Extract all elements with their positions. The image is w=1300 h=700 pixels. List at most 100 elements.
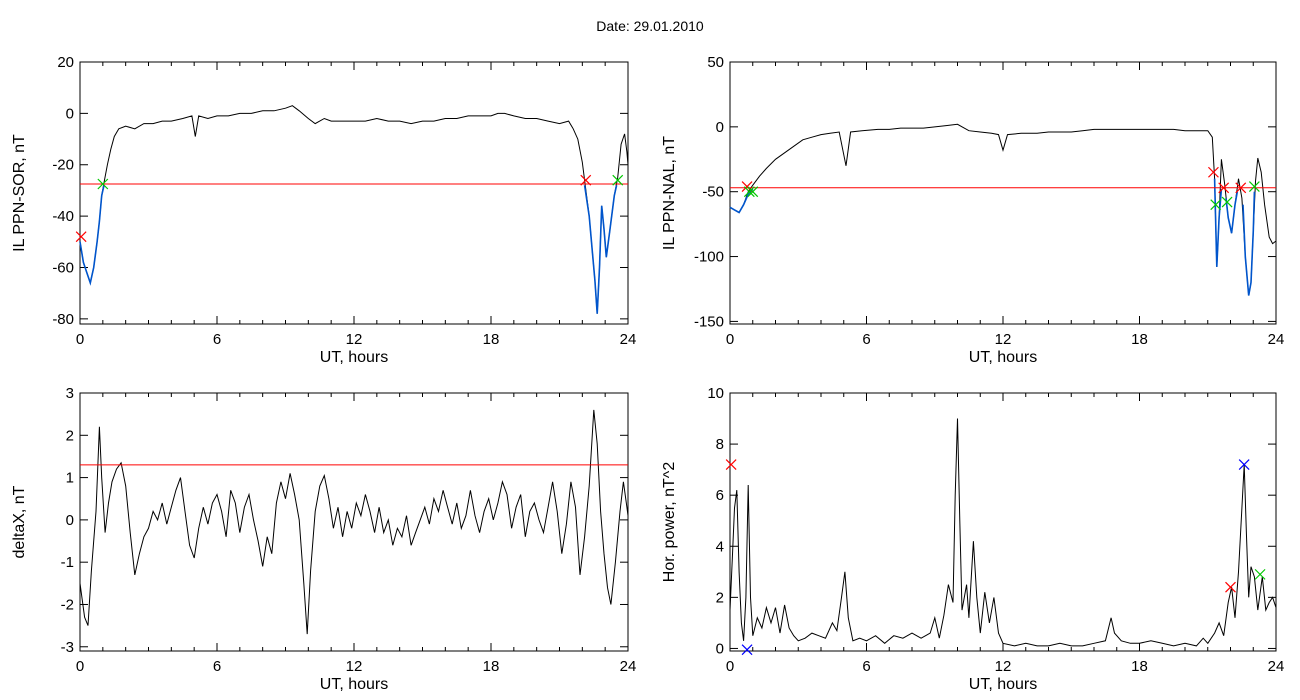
series-line [79, 409, 629, 635]
x-tick-label: 12 [346, 658, 363, 675]
x-marker-stroke [1218, 182, 1230, 194]
x-marker [725, 459, 737, 470]
x-marker-stroke [741, 181, 753, 192]
y-tick-label: 2 [66, 427, 74, 444]
panel-top-right: 0 6 12 18 24 50 0 -50 -100 -150 UT, hours IL PPN-NA… [661, 54, 1284, 366]
x-marker-stroke [580, 174, 592, 186]
x-tick-label: 12 [995, 331, 1012, 348]
figure-title: Date: 29.01.2010 [596, 18, 704, 34]
x-marker-stroke [1208, 166, 1219, 178]
x-tick-label: 18 [483, 331, 500, 348]
y-tick-label: 6 [716, 487, 724, 504]
y-tick-label: -40 [52, 208, 74, 225]
y-tick-label: -20 [52, 157, 74, 174]
panel-top-left: 0 6 12 18 24 20 0 -20 -40 -60 -80 UT, hours IL PPN-S… [11, 54, 636, 366]
y-tick-label: -1 [61, 554, 74, 571]
series-line [1213, 178, 1223, 267]
y-tick-label: 2 [716, 589, 724, 606]
y-axis-label: deltaX, nT [11, 485, 28, 558]
y-tick-label: 20 [57, 54, 74, 71]
x-marker [1235, 182, 1247, 194]
x-tick-label: 6 [213, 331, 221, 348]
series-line [79, 105, 629, 314]
plot-frame [729, 61, 1277, 325]
y-axis-label: Hor. power, nT^2 [661, 462, 678, 583]
x-tick-label: 6 [862, 658, 870, 675]
x-tick-label: 0 [76, 658, 84, 675]
y-axis-label: IL PPN-NAL, nT [661, 136, 678, 250]
x-marker [741, 644, 753, 656]
y-tick-label: 10 [707, 385, 724, 402]
x-marker-stroke [612, 174, 624, 186]
x-tick-label: 24 [1268, 658, 1285, 675]
y-tick-label: -60 [52, 259, 74, 276]
x-marker-stroke [1221, 196, 1233, 208]
x-marker-stroke [1254, 568, 1266, 580]
x-tick-label: 6 [862, 331, 870, 348]
y-tick-label: -2 [61, 596, 74, 613]
x-marker [743, 186, 755, 198]
x-tick-label: 24 [1268, 331, 1285, 348]
x-marker [1208, 166, 1219, 178]
y-tick-label: -150 [694, 313, 724, 330]
x-marker-stroke [1238, 459, 1250, 470]
y-tick-label: -3 [61, 639, 74, 656]
y-tick-label: -50 [702, 184, 724, 201]
x-marker-stroke [741, 644, 753, 656]
y-tick-label: 0 [716, 640, 724, 657]
x-marker [1238, 459, 1250, 470]
y-tick-label: 0 [716, 119, 724, 136]
x-marker-stroke [725, 459, 737, 470]
x-marker [1221, 196, 1233, 208]
x-tick-label: 0 [726, 658, 734, 675]
x-marker [1210, 199, 1222, 211]
y-tick-label: -80 [52, 311, 74, 328]
x-axis-label: UT, hours [969, 676, 1037, 693]
series-line [729, 188, 754, 214]
x-axis-label: UT, hours [320, 676, 388, 693]
series-line [1225, 191, 1239, 234]
x-tick-label: 6 [213, 658, 221, 675]
series-line [583, 185, 618, 314]
y-tick-label: 50 [707, 54, 724, 71]
y-tick-label: 4 [716, 538, 724, 555]
x-marker-stroke [1210, 199, 1222, 211]
x-axis-label: UT, hours [969, 349, 1037, 366]
series-line [1242, 191, 1256, 296]
x-tick-label: 18 [1131, 658, 1148, 675]
y-tick-label: 0 [66, 105, 74, 122]
x-marker-stroke [743, 186, 755, 198]
x-marker [1218, 182, 1230, 194]
y-axis-label: IL PPN-SOR, nT [11, 134, 28, 252]
y-tick-label: 0 [66, 512, 74, 529]
x-tick-label: 12 [346, 331, 363, 348]
x-marker [1225, 581, 1236, 593]
y-tick-label: 1 [66, 470, 74, 487]
x-tick-label: 18 [1131, 331, 1148, 348]
series-line [79, 185, 105, 286]
series-line [729, 418, 1277, 647]
x-tick-label: 0 [726, 331, 734, 348]
x-marker-stroke [1235, 182, 1247, 194]
x-marker-stroke [1225, 581, 1236, 593]
x-marker [1254, 568, 1266, 580]
x-marker-stroke [97, 178, 109, 190]
x-marker [75, 231, 87, 243]
x-marker [580, 174, 592, 186]
x-tick-label: 18 [483, 658, 500, 675]
y-tick-label: 3 [66, 385, 74, 402]
panel-bottom-right: 0 6 12 18 24 10 8 6 4 2 0 UT, hours Hor. power, nT^2 [661, 385, 1284, 693]
x-marker [97, 178, 109, 190]
plot-frame [729, 392, 1277, 652]
x-tick-label: 24 [620, 658, 637, 675]
series-line [729, 123, 1277, 296]
x-tick-label: 24 [620, 331, 637, 348]
x-tick-label: 0 [76, 331, 84, 348]
x-marker-stroke [1248, 181, 1260, 192]
x-marker [1248, 181, 1260, 192]
x-marker [612, 174, 624, 186]
x-axis-label: UT, hours [320, 349, 388, 366]
panel-bottom-left: 0 6 12 18 24 3 2 1 0 -1 -2 -3 UT, hours deltaX, nT [11, 385, 636, 693]
x-marker-stroke [75, 231, 87, 243]
